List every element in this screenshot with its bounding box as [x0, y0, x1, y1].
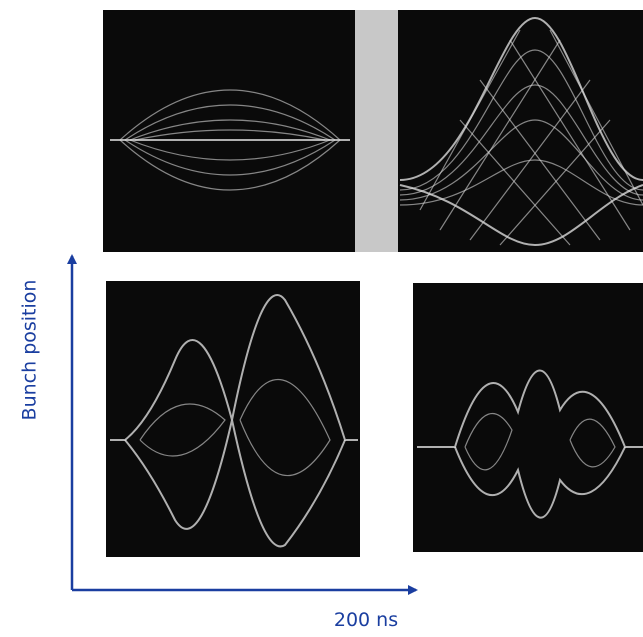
scope-panel [413, 283, 643, 552]
axes: Bunch position 200 ns [19, 254, 418, 631]
scope-panel [398, 10, 643, 252]
x-axis-label: 200 ns [334, 609, 398, 631]
scope-panel [106, 281, 360, 557]
scope-panel [103, 10, 398, 252]
y-axis-label: Bunch position [19, 280, 41, 421]
